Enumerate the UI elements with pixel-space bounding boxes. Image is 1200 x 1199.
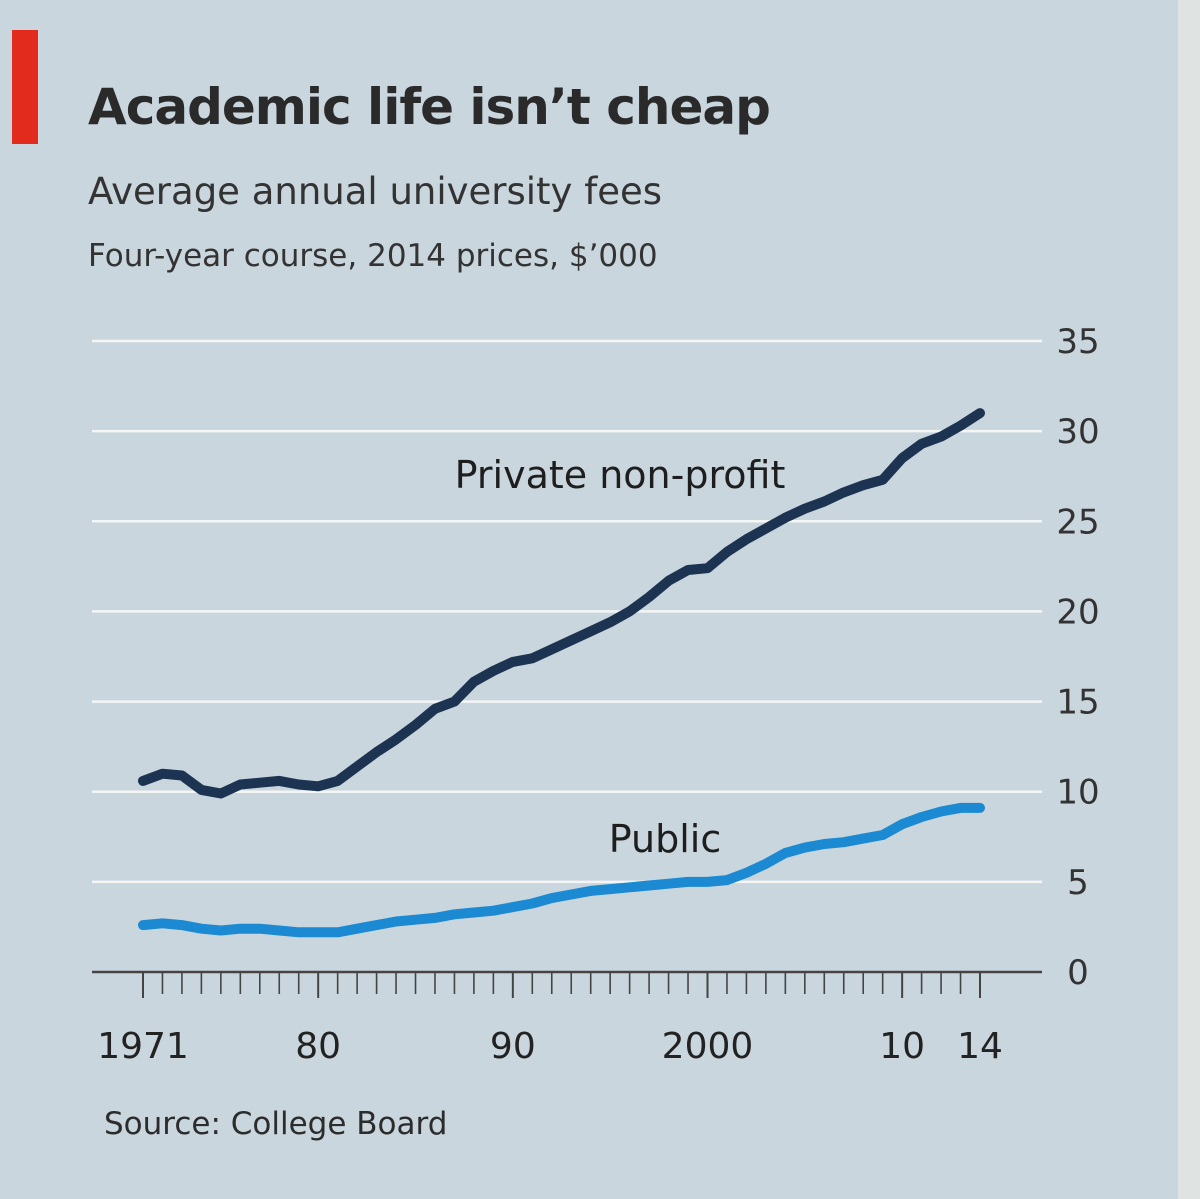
y-tick-label-35: 35 — [1056, 322, 1099, 362]
series-line-private-non-profit — [138, 408, 985, 799]
page-edge — [1178, 0, 1200, 1199]
x-tick-label-14: 14 — [957, 1026, 1003, 1067]
gridlines — [92, 339, 1042, 884]
series-line-public — [138, 802, 985, 938]
y-tick-label-5: 5 — [1067, 863, 1089, 903]
x-tick-label-10: 10 — [879, 1026, 925, 1067]
x-tick-label-80: 80 — [295, 1026, 341, 1067]
x-axis — [92, 970, 1042, 998]
series-lines — [138, 408, 985, 938]
series-label-private-non-profit: Private non-profit — [455, 453, 786, 497]
red-accent-tag — [12, 30, 38, 144]
chart-subtitle: Average annual university fees — [88, 170, 663, 213]
source-note: Source: College Board — [104, 1106, 448, 1142]
x-tick-label-1971: 1971 — [97, 1026, 189, 1067]
series-label-public: Public — [609, 817, 721, 861]
y-tick-label-10: 10 — [1056, 773, 1099, 813]
y-tick-label-15: 15 — [1056, 683, 1099, 723]
chart-title: Academic life isn’t cheap — [88, 78, 771, 136]
y-tick-label-0: 0 — [1067, 953, 1089, 993]
y-tick-label-20: 20 — [1056, 592, 1099, 632]
chart-units-label: Four-year course, 2014 prices, $’000 — [88, 238, 658, 274]
labels: 0 5 10 15 20 25 30 35 1971 80 90 2000 10 14 Private no… — [97, 322, 1099, 1067]
x-tick-label-90: 90 — [490, 1026, 536, 1067]
y-tick-label-25: 25 — [1056, 502, 1099, 542]
x-tick-label-2000: 2000 — [662, 1026, 754, 1067]
y-tick-label-30: 30 — [1056, 412, 1099, 452]
